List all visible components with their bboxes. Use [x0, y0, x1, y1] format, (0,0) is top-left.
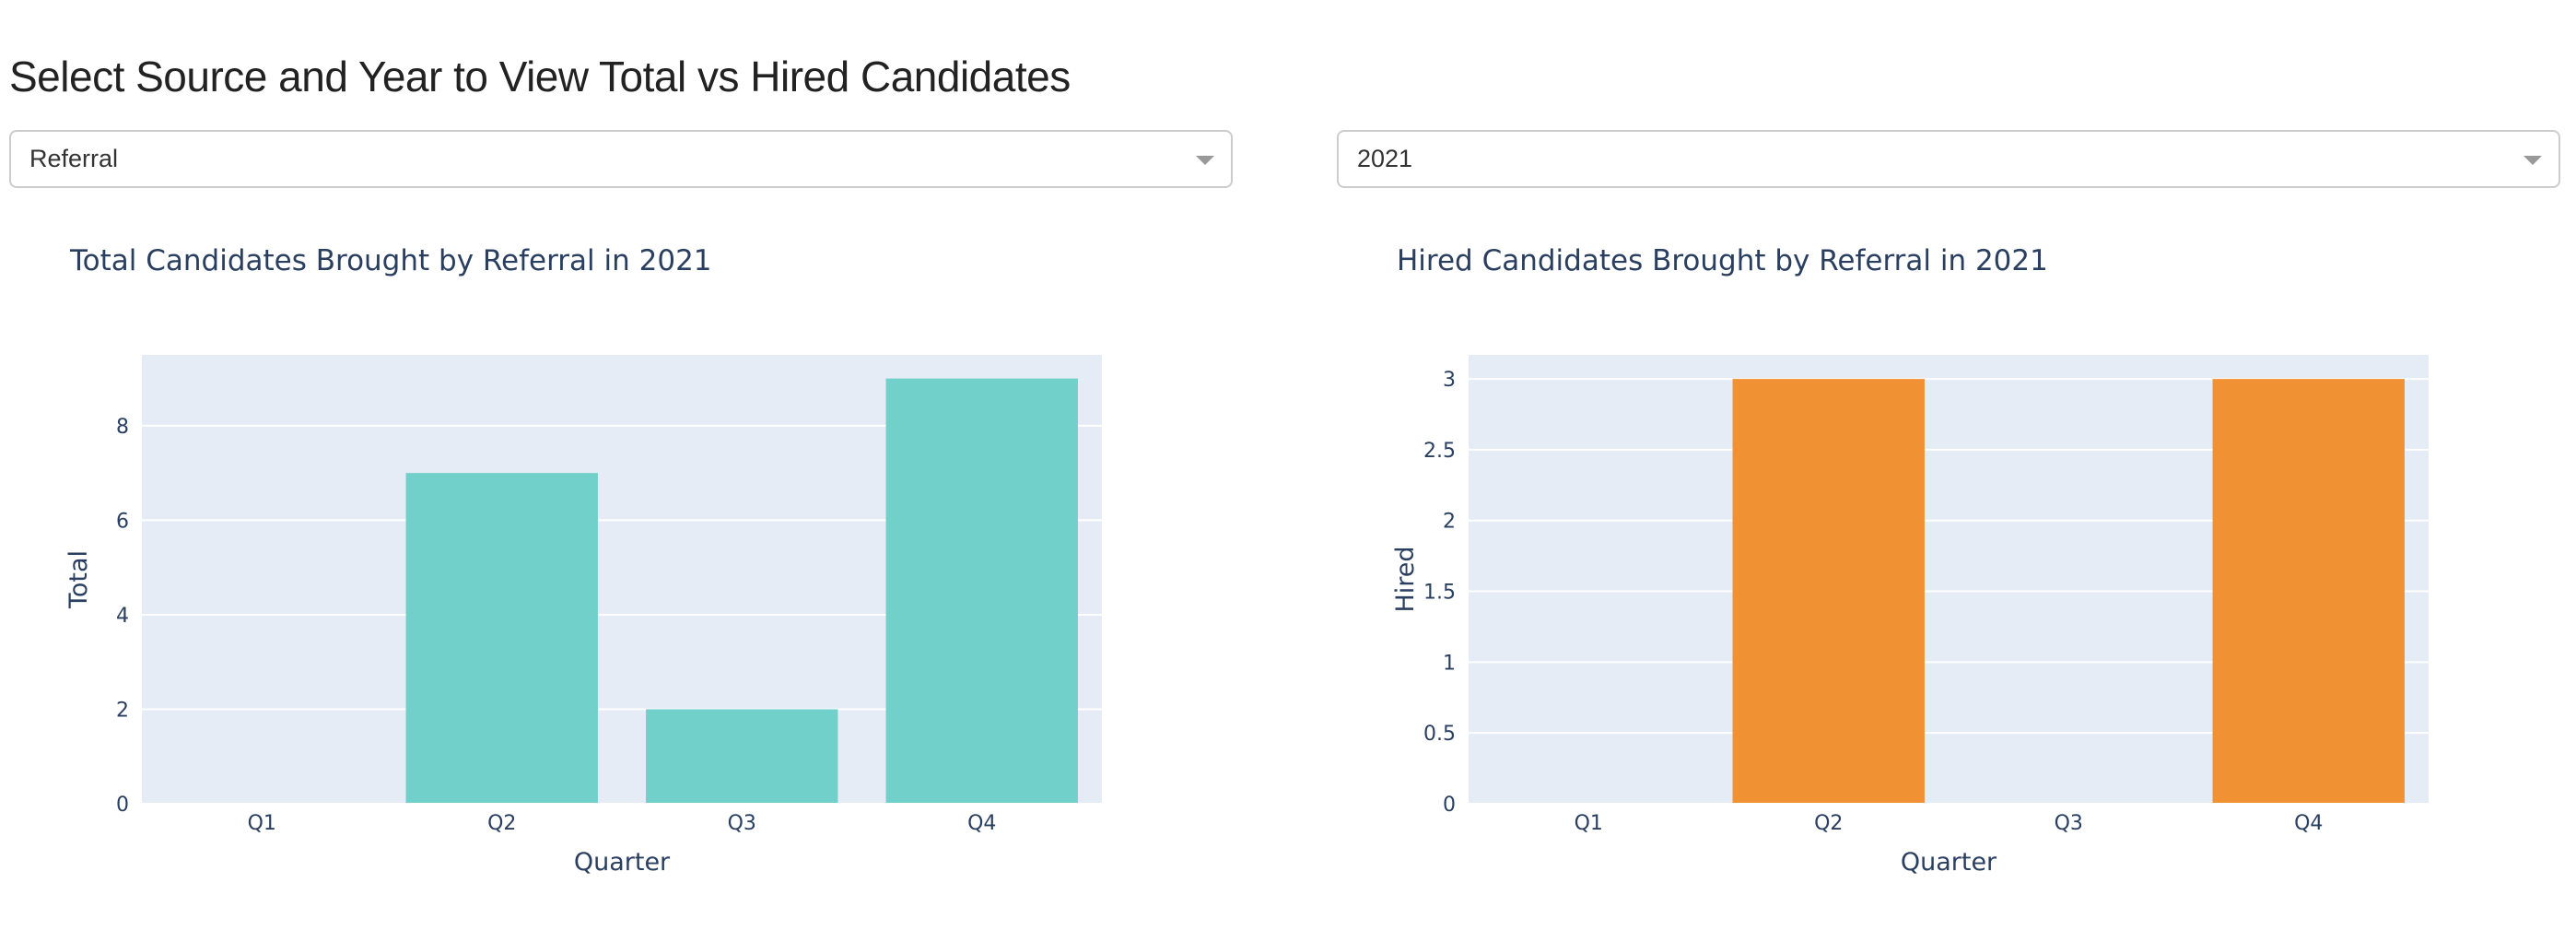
chevron-down-icon[interactable]: [1196, 156, 1214, 165]
x-tick-label: Q2: [487, 812, 516, 835]
y-tick-label: 8: [116, 416, 129, 439]
bar-q2: [1732, 379, 1925, 804]
y-axis-title: Total: [64, 550, 93, 609]
x-axis-title: Quarter: [1901, 848, 1997, 877]
hired-candidates-chart-svg: Hired Candidates Brought by Referral in …: [1391, 244, 2429, 877]
chart-title: Hired Candidates Brought by Referral in …: [1397, 244, 2048, 277]
y-tick-label: 0: [1443, 794, 1456, 817]
x-tick-label: Q4: [2294, 812, 2323, 835]
hired-candidates-chart: Hired Candidates Brought by Referral in …: [1327, 218, 2576, 918]
x-tick-label: Q2: [1814, 812, 1843, 835]
y-axis-title: Hired: [1391, 546, 1420, 612]
bar-q4: [885, 378, 1078, 804]
y-tick-label: 2.5: [1423, 440, 1456, 463]
y-tick-label: 0: [116, 794, 129, 817]
x-tick-label: Q3: [2055, 812, 2083, 835]
chevron-down-icon[interactable]: [2523, 156, 2542, 165]
total-candidates-chart-svg: Total Candidates Brought by Referral in …: [64, 244, 1102, 877]
page-title: Select Source and Year to View Total vs …: [9, 53, 1071, 100]
y-tick-label: 4: [116, 605, 129, 628]
y-tick-label: 2: [1443, 511, 1456, 534]
x-tick-label: Q4: [967, 812, 996, 835]
year-dropdown[interactable]: 2021: [1337, 130, 2560, 188]
source-dropdown[interactable]: Referral: [9, 130, 1233, 188]
y-tick-label: 0.5: [1423, 723, 1456, 746]
y-tick-label: 2: [116, 699, 129, 722]
x-tick-label: Q1: [1575, 812, 1603, 835]
source-dropdown-value: Referral: [29, 145, 119, 172]
bar-q2: [405, 473, 598, 804]
total-candidates-chart: Total Candidates Brought by Referral in …: [0, 218, 1290, 918]
y-tick-label: 1: [1443, 652, 1456, 675]
bar-q3: [646, 709, 838, 804]
chart-title: Total Candidates Brought by Referral in …: [69, 244, 712, 277]
y-tick-label: 1.5: [1423, 582, 1456, 605]
x-axis-title: Quarter: [574, 848, 671, 877]
x-tick-label: Q1: [248, 812, 276, 835]
x-tick-label: Q3: [728, 812, 756, 835]
y-tick-label: 6: [116, 510, 129, 533]
year-dropdown-value: 2021: [1357, 145, 1413, 172]
y-tick-label: 3: [1443, 369, 1456, 392]
bar-q4: [2212, 379, 2405, 804]
